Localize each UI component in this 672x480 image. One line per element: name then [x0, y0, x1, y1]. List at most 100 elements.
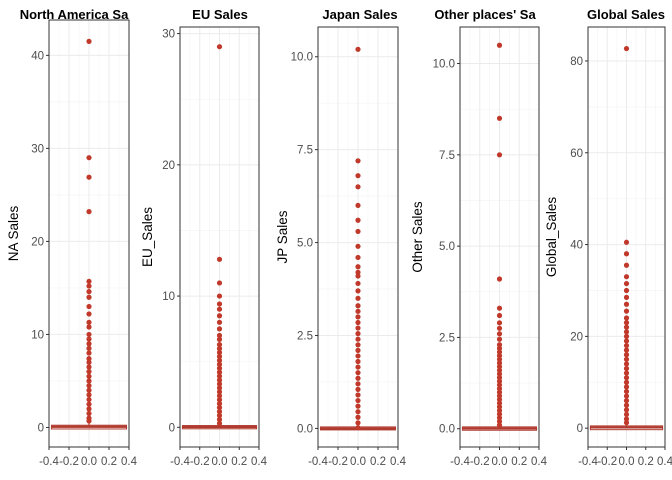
- data-point[interactable]: [216, 353, 223, 360]
- data-point[interactable]: [86, 378, 92, 384]
- data-point[interactable]: [623, 384, 630, 390]
- data-point[interactable]: [216, 361, 223, 367]
- data-point[interactable]: [86, 209, 92, 215]
- data-point[interactable]: [496, 342, 503, 348]
- data-point[interactable]: [623, 365, 630, 372]
- data-point[interactable]: [216, 326, 223, 332]
- data-point[interactable]: [86, 364, 92, 370]
- data-point[interactable]: [355, 414, 361, 420]
- data-point[interactable]: [86, 303, 92, 310]
- data-point[interactable]: [355, 288, 361, 294]
- data-point[interactable]: [86, 369, 92, 375]
- data-point[interactable]: [86, 359, 92, 365]
- data-point[interactable]: [86, 294, 92, 300]
- data-point[interactable]: [355, 397, 361, 404]
- data-point[interactable]: [355, 202, 361, 209]
- data-point[interactable]: [216, 405, 223, 411]
- data-point[interactable]: [355, 319, 361, 326]
- data-point[interactable]: [496, 42, 503, 48]
- data-point[interactable]: [496, 305, 503, 311]
- data-point[interactable]: [355, 325, 361, 331]
- data-point[interactable]: [216, 381, 223, 387]
- data-point[interactable]: [496, 345, 503, 351]
- data-point[interactable]: [496, 404, 503, 410]
- data-point[interactable]: [623, 280, 630, 287]
- data-point[interactable]: [623, 324, 630, 330]
- data-point[interactable]: [86, 174, 92, 180]
- data-point[interactable]: [623, 329, 630, 335]
- data-point[interactable]: [216, 416, 223, 423]
- data-point[interactable]: [86, 345, 92, 351]
- data-point[interactable]: [216, 345, 223, 352]
- data-point[interactable]: [623, 356, 630, 362]
- data-point[interactable]: [86, 38, 92, 44]
- data-point[interactable]: [496, 312, 503, 319]
- data-point[interactable]: [355, 364, 361, 370]
- data-point[interactable]: [216, 385, 223, 391]
- data-point[interactable]: [623, 251, 630, 257]
- data-point[interactable]: [355, 314, 361, 320]
- data-point[interactable]: [216, 357, 223, 363]
- data-point[interactable]: [86, 387, 92, 393]
- data-point[interactable]: [355, 420, 361, 426]
- data-point[interactable]: [623, 407, 630, 413]
- data-point[interactable]: [496, 349, 503, 355]
- data-point[interactable]: [623, 398, 630, 404]
- data-point[interactable]: [86, 401, 92, 407]
- data-point[interactable]: [496, 375, 503, 381]
- data-point[interactable]: [496, 276, 503, 282]
- data-point[interactable]: [496, 411, 503, 417]
- data-point[interactable]: [355, 342, 361, 348]
- data-point[interactable]: [86, 311, 92, 317]
- data-point[interactable]: [355, 269, 361, 275]
- data-point[interactable]: [355, 381, 361, 387]
- data-point[interactable]: [623, 388, 630, 395]
- data-point[interactable]: [496, 152, 503, 158]
- data-point[interactable]: [216, 256, 223, 262]
- data-point[interactable]: [496, 385, 503, 392]
- data-point[interactable]: [623, 370, 630, 376]
- data-point[interactable]: [86, 283, 92, 289]
- data-point[interactable]: [496, 360, 503, 366]
- data-point[interactable]: [496, 400, 503, 406]
- data-point[interactable]: [216, 336, 223, 342]
- data-point[interactable]: [623, 338, 630, 344]
- data-point[interactable]: [355, 375, 361, 381]
- data-point[interactable]: [216, 397, 223, 403]
- data-point[interactable]: [496, 364, 503, 370]
- data-point[interactable]: [623, 411, 630, 418]
- data-point[interactable]: [355, 425, 361, 431]
- data-point[interactable]: [355, 370, 361, 376]
- data-point[interactable]: [216, 389, 223, 395]
- data-point[interactable]: [216, 401, 223, 407]
- data-point[interactable]: [496, 396, 503, 403]
- data-point[interactable]: [216, 412, 223, 419]
- data-point[interactable]: [86, 410, 92, 417]
- data-point[interactable]: [86, 415, 92, 421]
- data-point[interactable]: [216, 293, 223, 299]
- data-point[interactable]: [496, 320, 503, 326]
- data-point[interactable]: [496, 356, 503, 362]
- data-point[interactable]: [496, 371, 503, 377]
- data-point[interactable]: [86, 336, 92, 342]
- data-point[interactable]: [216, 373, 223, 379]
- data-point[interactable]: [355, 308, 361, 314]
- data-point[interactable]: [86, 396, 92, 403]
- data-point[interactable]: [623, 315, 630, 321]
- data-point[interactable]: [86, 383, 92, 389]
- data-point[interactable]: [355, 392, 361, 398]
- data-point[interactable]: [355, 409, 361, 415]
- data-point[interactable]: [355, 264, 361, 270]
- data-point[interactable]: [496, 367, 503, 373]
- data-point[interactable]: [216, 420, 223, 426]
- data-point[interactable]: [216, 365, 223, 371]
- data-point[interactable]: [86, 289, 92, 295]
- data-point[interactable]: [496, 378, 503, 384]
- data-point[interactable]: [216, 306, 223, 312]
- data-point[interactable]: [355, 158, 361, 164]
- data-point[interactable]: [496, 415, 503, 421]
- data-point[interactable]: [496, 325, 503, 331]
- data-point[interactable]: [355, 386, 361, 392]
- data-point[interactable]: [623, 333, 630, 339]
- data-point[interactable]: [86, 406, 92, 412]
